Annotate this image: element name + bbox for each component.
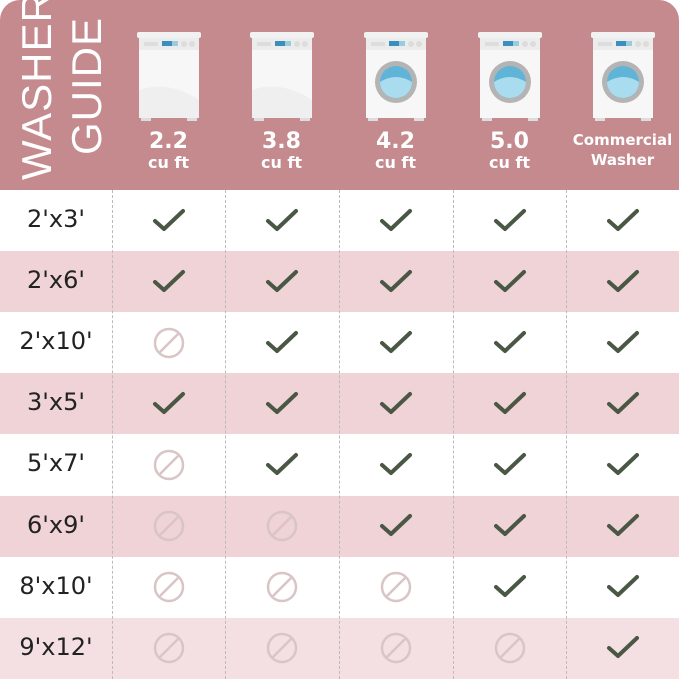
column-header: 4.2 cu ft: [339, 30, 452, 172]
table-row: 2'x3': [0, 190, 679, 251]
column-divider: [566, 190, 567, 679]
check-icon: [453, 312, 566, 373]
prohibited-icon: [112, 434, 225, 495]
capacity-value: 3.8: [262, 129, 301, 154]
check-icon: [339, 373, 452, 434]
table-row: 5'x7': [0, 434, 679, 495]
check-icon: [453, 251, 566, 312]
column-header: Commercial Washer: [566, 30, 679, 170]
check-icon: [339, 496, 452, 557]
check-icon: [225, 373, 338, 434]
check-icon: [566, 496, 679, 557]
washer-icon: [112, 30, 225, 122]
capacity-unit: cu ft: [147, 153, 190, 172]
capacity-value: 4.2: [376, 129, 415, 154]
column-divider: [453, 190, 454, 679]
check-icon: [566, 373, 679, 434]
check-icon: [453, 496, 566, 557]
prohibited-icon: [339, 618, 452, 679]
check-icon: [112, 190, 225, 251]
rug-size-label: 2'x10': [19, 327, 93, 356]
column-divider: [339, 190, 340, 679]
check-icon: [453, 373, 566, 434]
rug-size-label: 9'x12': [19, 632, 93, 661]
column-divider: [225, 190, 226, 679]
washer-icon: [566, 30, 679, 122]
check-icon: [339, 312, 452, 373]
guide-title: WASHER GUIDE: [10, 0, 110, 185]
table-row: 8'x10': [0, 557, 679, 618]
check-icon: [112, 373, 225, 434]
column-header: 2.2 cu ft: [112, 30, 225, 172]
prohibited-icon: [112, 312, 225, 373]
check-icon: [225, 312, 338, 373]
check-icon: [225, 190, 338, 251]
prohibited-icon: [225, 557, 338, 618]
prohibited-icon: [112, 496, 225, 557]
prohibited-icon: [112, 557, 225, 618]
washer-icon: [339, 30, 452, 122]
column-header: 3.8 cu ft: [225, 30, 338, 172]
check-icon: [566, 618, 679, 679]
title-line1: WASHER: [13, 0, 60, 180]
check-icon: [453, 434, 566, 495]
check-icon: [339, 251, 452, 312]
capacity-unit: cu ft: [260, 153, 303, 172]
washer-icon: [453, 30, 566, 122]
check-icon: [566, 312, 679, 373]
rug-size-label: 8'x10': [19, 571, 93, 600]
check-icon: [453, 190, 566, 251]
capacity-unit: cu ft: [374, 153, 417, 172]
rug-size-label: 3'x5': [27, 388, 85, 417]
capacity-value: 5.0: [490, 129, 529, 154]
capacity-unit: cu ft: [488, 153, 531, 172]
check-icon: [339, 434, 452, 495]
check-icon: [566, 434, 679, 495]
header: WASHER GUIDE 2.2 cu ft 3.8 cu ft 4.2 cu ft 5.0…: [0, 0, 679, 190]
capacity-value: 2.2: [149, 129, 188, 154]
check-icon: [339, 190, 452, 251]
rug-size-label: 5'x7': [27, 449, 85, 478]
prohibited-icon: [225, 618, 338, 679]
capacity-unit: Washer: [590, 151, 655, 169]
rug-size-label: 2'x3': [27, 205, 85, 233]
check-icon: [453, 557, 566, 618]
check-icon: [112, 251, 225, 312]
column-header: 5.0 cu ft: [453, 30, 566, 172]
check-icon: [566, 251, 679, 312]
check-icon: [225, 251, 338, 312]
rug-size-label: 2'x6': [27, 266, 85, 295]
check-icon: [566, 557, 679, 618]
check-icon: [566, 190, 679, 251]
prohibited-icon: [453, 618, 566, 679]
prohibited-icon: [225, 496, 338, 557]
column-divider: [112, 190, 113, 679]
title-line2: GUIDE: [63, 16, 110, 155]
capacity-value: Commercial: [572, 131, 673, 149]
prohibited-icon: [112, 618, 225, 679]
table-row: 2'x10': [0, 312, 679, 373]
rug-size-label: 6'x9': [27, 510, 85, 539]
prohibited-icon: [339, 557, 452, 618]
check-icon: [225, 434, 338, 495]
washer-icon: [225, 30, 338, 122]
